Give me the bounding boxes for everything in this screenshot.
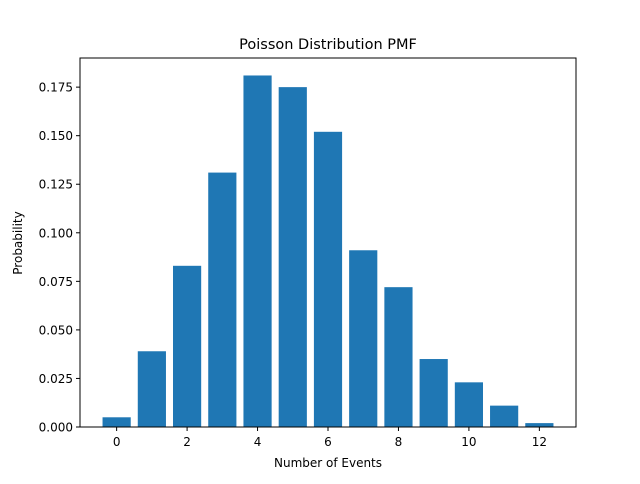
x-tick-label: 12 — [532, 435, 547, 449]
y-tick-label: 0.025 — [39, 372, 73, 386]
bar-5 — [278, 87, 307, 427]
x-tick-label: 2 — [183, 435, 191, 449]
x-axis-ticks: 0 2 4 6 8 10 12 — [113, 427, 547, 449]
bar-series — [102, 75, 554, 428]
y-tick-label: 0.075 — [39, 275, 73, 289]
y-axis-label: Probability — [11, 211, 25, 274]
y-tick-label: 0.175 — [39, 81, 73, 95]
bar-3 — [208, 172, 237, 427]
axes-frame — [79, 57, 577, 428]
bar-9 — [419, 359, 448, 427]
bar-11 — [490, 405, 519, 427]
bar-4 — [243, 75, 272, 428]
x-tick-label: 0 — [113, 435, 121, 449]
bar-1 — [137, 351, 166, 427]
bar-0 — [102, 417, 131, 427]
bar-10 — [454, 382, 483, 427]
y-tick-label: 0.100 — [39, 226, 73, 240]
bar-2 — [173, 265, 202, 427]
y-tick-label: 0.050 — [39, 323, 73, 337]
x-tick-label: 8 — [395, 435, 403, 449]
x-tick-label: 6 — [324, 435, 332, 449]
bar-8 — [384, 287, 413, 427]
x-tick-label: 4 — [254, 435, 262, 449]
bar-6 — [313, 131, 343, 428]
chart-title: Poisson Distribution PMF — [239, 37, 417, 53]
y-tick-label: 0.150 — [39, 129, 73, 143]
y-tick-label: 0.000 — [39, 421, 73, 435]
x-axis-label: Number of Events — [274, 456, 382, 470]
y-axis-ticks: 0.000 0.025 0.050 0.075 0.100 0.125 0.150 0.175 — [39, 81, 80, 435]
y-tick-label: 0.125 — [39, 178, 73, 192]
bar-12 — [525, 423, 554, 427]
bar-7 — [349, 250, 378, 427]
x-tick-label: 10 — [461, 435, 476, 449]
